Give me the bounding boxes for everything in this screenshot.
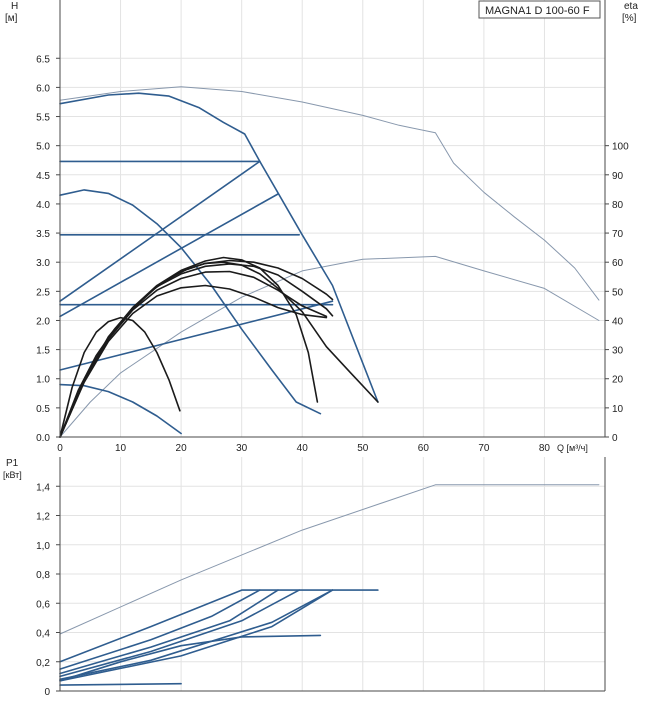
- y2-tick-label: 0: [612, 433, 618, 444]
- power-y-tick-label: 1,0: [36, 541, 50, 552]
- y2-tick-label: 90: [612, 171, 624, 182]
- power-p-blue-series-6: [59, 589, 334, 682]
- y2-tick-label: 50: [612, 287, 624, 298]
- power-y-tick-label: 0,6: [36, 599, 50, 610]
- head-eta-series-1: [59, 255, 600, 438]
- power-y-tick-label: 1,2: [36, 512, 50, 523]
- x-tick-label: 0: [57, 443, 63, 454]
- power-y-tick-label: 0: [44, 687, 50, 698]
- y-axis-unit: [м]: [5, 13, 18, 24]
- head-h-black-series-14: [59, 284, 328, 438]
- head-panel-frame: [60, 0, 605, 437]
- power-y-tick-label: 0,2: [36, 658, 50, 669]
- y-tick-label: 5.5: [36, 113, 50, 124]
- x-tick-label: 30: [236, 443, 248, 454]
- power-p-blue-series-3: [59, 589, 279, 675]
- head-h-blue-series-8: [59, 160, 261, 302]
- y2-tick-label: 40: [612, 316, 624, 327]
- x-tick-label: 20: [176, 443, 188, 454]
- y-tick-label: 4.0: [36, 200, 50, 211]
- y-tick-label: 3.5: [36, 229, 50, 240]
- y2-tick-label: 80: [612, 200, 624, 211]
- power-curves: [59, 484, 600, 686]
- x-tick-label: 70: [478, 443, 490, 454]
- x-tick-label: 40: [297, 443, 309, 454]
- y-tick-label: 1.5: [36, 346, 50, 357]
- x-tick-label: 80: [539, 443, 551, 454]
- y-tick-label: 6.5: [36, 54, 50, 65]
- y2-axis-unit: [%]: [622, 13, 637, 24]
- head-h-black-series-17: [59, 316, 181, 438]
- power-y-axis-label: P1: [6, 458, 19, 469]
- power-y-tick-label: 0,8: [36, 570, 50, 581]
- power-p-blue-series-8: [59, 682, 182, 686]
- y2-tick-label: 70: [612, 229, 624, 240]
- x-tick-label: 50: [357, 443, 369, 454]
- head-h-blue-series-10: [59, 300, 334, 371]
- y-tick-label: 0.0: [36, 433, 50, 444]
- power-panel: 0 0,2 0,4 0,6 0,8 1,0 1,2 1,4 P1 [кВт]: [3, 457, 606, 698]
- y-tick-label: 0.5: [36, 404, 50, 415]
- power-y-tick-labels: 0 0,2 0,4 0,6 0,8 1,0 1,2 1,4: [36, 482, 60, 698]
- x-tick-label: 60: [418, 443, 430, 454]
- y-tick-label: 3.0: [36, 258, 50, 269]
- q-x-tick-labels: 0 10 20 30 40 50 60 70 80: [57, 443, 550, 454]
- power-p-blue-series-2: [59, 589, 261, 670]
- y2-axis-label: eta: [624, 1, 638, 12]
- chart-title: MAGNA1 D 100-60 F: [485, 5, 590, 17]
- y2-tick-label: 20: [612, 375, 624, 386]
- head-h-blue-series-9: [59, 193, 279, 318]
- power-p-blue-series-1: [59, 589, 379, 663]
- y-tick-label: 6.0: [36, 83, 50, 94]
- y2-tick-label: 10: [612, 404, 624, 415]
- y-tick-label: 2.0: [36, 316, 50, 327]
- power-p-blue-series-7: [59, 634, 322, 682]
- y-tick-label: 4.5: [36, 171, 50, 182]
- power-y-tick-label: 1,4: [36, 482, 50, 493]
- head-eta-series-0: [59, 86, 600, 301]
- power-p-blue-series-4: [59, 589, 300, 678]
- power-y-tick-label: 0,4: [36, 629, 50, 640]
- y-axis-label: H: [11, 1, 18, 12]
- head-curves: [59, 86, 600, 438]
- power-p-thin-series-0: [59, 484, 600, 635]
- head-h-blue-series-2: [59, 92, 379, 403]
- title-box: [478, 0, 601, 19]
- y2-tick-label: 30: [612, 346, 624, 357]
- head-y-tick-labels: 0.0 0.5 1.0 1.5 2.0 2.5 3.0 3.5 4.0 4.5 5.0 5.5 6.0 6…: [36, 54, 60, 444]
- y-tick-label: 2.5: [36, 287, 50, 298]
- x-tick-label: 10: [115, 443, 127, 454]
- y2-tick-label: 100: [612, 142, 629, 153]
- y-tick-label: 1.0: [36, 375, 50, 386]
- head-panel: 0.0 0.5 1.0 1.5 2.0 2.5 3.0 3.5 4.0 4.5 5.0 5.5 6.0 6…: [5, 0, 638, 454]
- head-h-black-series-16: [59, 256, 319, 438]
- x-axis-label: Q [м³/ч]: [557, 443, 588, 453]
- eta-y-tick-labels: 0 10 20 30 40 50 60 70 80 90 100: [605, 142, 629, 444]
- power-y-axis-unit: [кВт]: [3, 470, 22, 480]
- head-axes: [59, 0, 606, 438]
- y2-tick-label: 60: [612, 258, 624, 269]
- y-tick-label: 5.0: [36, 142, 50, 153]
